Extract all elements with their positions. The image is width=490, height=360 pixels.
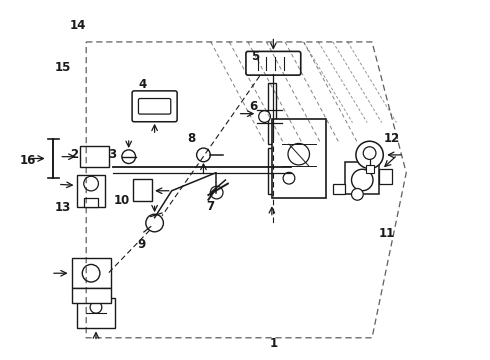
Text: 10: 10 — [114, 194, 130, 207]
Circle shape — [363, 147, 376, 159]
Circle shape — [351, 169, 373, 191]
Circle shape — [90, 301, 102, 313]
Circle shape — [356, 141, 383, 168]
Text: 16: 16 — [20, 154, 36, 167]
Circle shape — [146, 214, 163, 232]
Bar — [345, 162, 379, 194]
Circle shape — [122, 150, 136, 163]
Circle shape — [82, 265, 100, 282]
Circle shape — [351, 189, 363, 200]
Bar — [272, 119, 326, 198]
FancyBboxPatch shape — [246, 51, 301, 75]
Text: 14: 14 — [70, 19, 86, 32]
Text: 9: 9 — [137, 238, 146, 251]
Bar — [379, 169, 392, 184]
Text: 13: 13 — [55, 202, 72, 215]
Text: 7: 7 — [207, 201, 215, 213]
Bar — [77, 298, 115, 328]
Bar — [268, 83, 276, 144]
FancyBboxPatch shape — [132, 91, 177, 122]
Bar — [80, 146, 109, 167]
Text: 2: 2 — [70, 148, 78, 161]
Bar — [72, 288, 111, 303]
Bar — [77, 175, 105, 207]
Circle shape — [288, 143, 310, 165]
Text: 3: 3 — [108, 148, 116, 161]
Text: 15: 15 — [55, 60, 72, 73]
Bar — [72, 258, 111, 288]
FancyBboxPatch shape — [139, 99, 171, 114]
Text: 5: 5 — [251, 50, 259, 63]
Bar — [84, 198, 98, 207]
Bar — [333, 184, 345, 194]
Text: 11: 11 — [379, 227, 395, 240]
Text: 6: 6 — [249, 100, 257, 113]
Circle shape — [259, 111, 270, 122]
Circle shape — [196, 148, 210, 162]
Bar — [366, 165, 373, 173]
Bar — [268, 148, 276, 194]
Circle shape — [210, 186, 223, 199]
Text: 12: 12 — [384, 132, 400, 145]
Bar — [133, 179, 152, 201]
Text: 8: 8 — [187, 132, 196, 145]
Text: 1: 1 — [270, 337, 277, 350]
Circle shape — [283, 172, 295, 184]
Circle shape — [84, 176, 98, 191]
Text: 4: 4 — [138, 78, 147, 91]
